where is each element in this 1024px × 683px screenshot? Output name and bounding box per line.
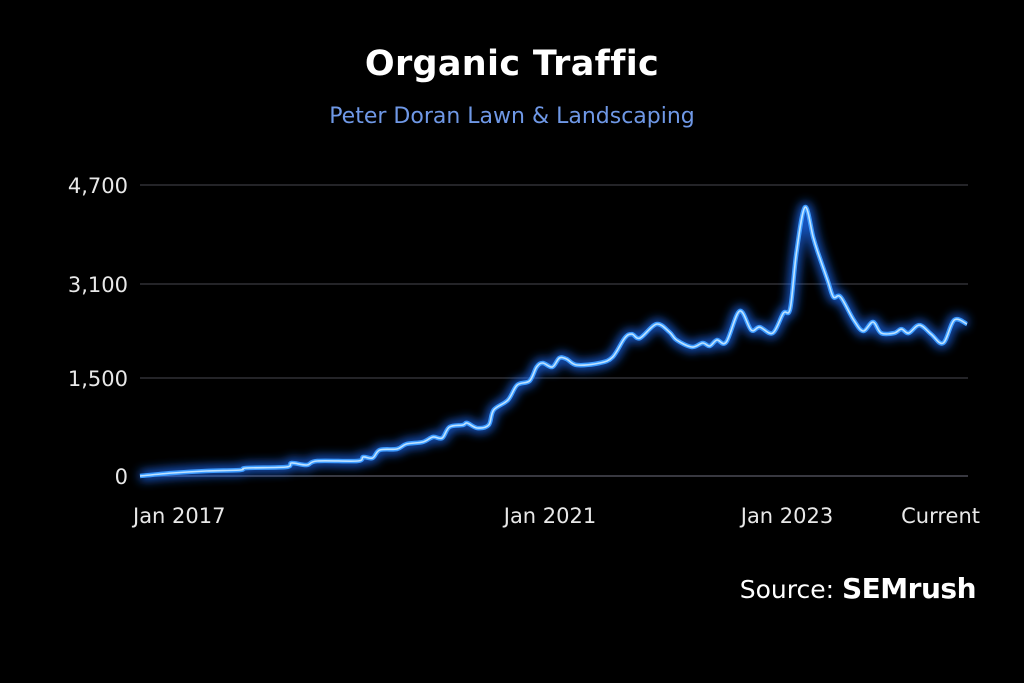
x-tick-label: Jan 2017 — [131, 504, 226, 528]
series-line — [139, 202, 970, 481]
y-tick-label: 0 — [115, 465, 128, 489]
source-credit: Source: SEMrush — [739, 572, 977, 605]
y-tick-label: 1,500 — [68, 367, 128, 391]
chart-subtitle: Peter Doran Lawn & Landscaping — [329, 104, 695, 129]
source-name: SEMrush — [842, 572, 977, 605]
y-tick-label: 3,100 — [68, 273, 128, 297]
x-tick-label: Jan 2023 — [739, 504, 834, 528]
y-tick-label: 4,700 — [68, 174, 128, 198]
y-axis-ticks: 0 1,500 3,100 4,700 — [68, 174, 128, 489]
x-tick-label: Current — [901, 504, 980, 528]
series-line-core — [139, 206, 968, 477]
chart-title: Organic Traffic — [364, 44, 660, 84]
x-tick-label: Jan 2021 — [502, 504, 597, 528]
x-axis-ticks: Jan 2017 Jan 2021 Jan 2023 Current — [131, 504, 980, 528]
series-line-glow — [139, 202, 970, 481]
source-prefix: Source: — [739, 575, 835, 604]
series-line-path — [139, 204, 969, 479]
gridlines — [140, 184, 968, 477]
